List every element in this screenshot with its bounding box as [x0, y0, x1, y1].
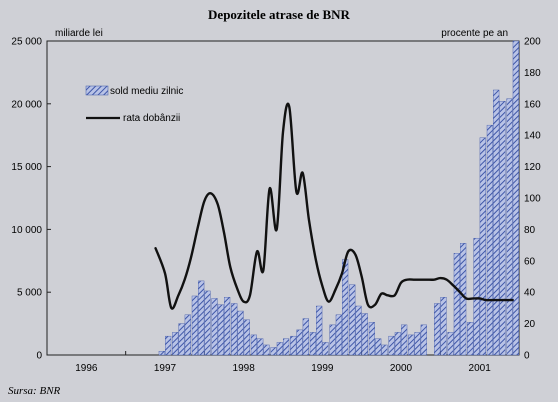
- legend-swatch-bar: [85, 85, 109, 96]
- bar: [342, 259, 349, 356]
- bar: [355, 305, 362, 356]
- bar: [302, 318, 309, 356]
- y-right-tick-label: 160: [524, 99, 541, 110]
- y-right-tick-label: 80: [524, 225, 536, 236]
- x-axis-ticks: 1996 1997 1998 1999 2000 2001: [75, 351, 491, 374]
- bar: [316, 305, 323, 356]
- line-series: [154, 102, 514, 310]
- bar: [165, 335, 172, 356]
- bar: [329, 324, 336, 356]
- bar: [263, 344, 270, 356]
- bar: [349, 284, 356, 356]
- bar: [224, 297, 231, 356]
- bar: [191, 295, 198, 356]
- y-right-tick-label: 60: [524, 256, 536, 267]
- x-tick-label: 2001: [469, 363, 492, 374]
- bar: [198, 280, 205, 356]
- y-right-tick-label: 20: [524, 319, 536, 330]
- bar: [368, 322, 375, 356]
- bar: [434, 303, 441, 356]
- bar: [467, 322, 474, 356]
- y-left-tick-label: 20 000: [11, 99, 42, 110]
- x-tick-label: 1999: [311, 363, 334, 374]
- y-right-tick-label: 180: [524, 68, 541, 79]
- y-right-tick-label: 0: [524, 351, 530, 362]
- bar: [486, 124, 493, 356]
- y-right-tick-label: 100: [524, 194, 541, 205]
- y-left-tick-label: 0: [36, 351, 42, 362]
- y-right-tick-label: 140: [524, 131, 541, 142]
- bar: [184, 314, 191, 356]
- bar: [473, 237, 480, 356]
- bar: [506, 98, 513, 356]
- bar-series: [158, 40, 519, 356]
- bar: [493, 89, 500, 356]
- bar: [283, 338, 290, 356]
- bar: [270, 347, 277, 356]
- y-left-tick-label: 5 000: [17, 288, 42, 299]
- bar: [211, 298, 218, 356]
- bar: [408, 334, 415, 356]
- legend-label-line: rata dobânzii: [123, 113, 180, 124]
- bar: [361, 313, 368, 356]
- y-left-tick-label: 25 000: [11, 37, 42, 48]
- bar: [231, 303, 238, 356]
- bar: [453, 253, 460, 356]
- y-axis-left-ticks: 0 5 000 10 000 15 000 20 000 25 000: [11, 37, 51, 362]
- y-axis-right-ticks: 0 20 40 60 80 100 120 140 160 180 200: [515, 37, 541, 362]
- y-left-tick-label: 10 000: [11, 225, 42, 236]
- y-right-tick-label: 120: [524, 162, 541, 173]
- bar: [440, 297, 447, 356]
- bar: [290, 335, 297, 356]
- bar: [296, 329, 303, 356]
- y-right-tick-label: 200: [524, 37, 541, 48]
- bar: [204, 290, 211, 356]
- legend-label-bar: sold mediu zilnic: [110, 86, 183, 97]
- bar: [322, 342, 329, 356]
- legend: sold mediu zilnic rata dobânzii: [85, 85, 183, 124]
- bar: [394, 332, 401, 356]
- bar: [375, 338, 382, 356]
- series-line: [154, 102, 514, 310]
- y-axis-right-label: procente pe an: [441, 28, 508, 39]
- bar: [250, 334, 257, 356]
- x-tick-label: 1998: [233, 363, 256, 374]
- bar: [237, 310, 244, 356]
- x-tick-label: 2000: [390, 363, 413, 374]
- bar: [158, 351, 165, 356]
- bar: [381, 344, 388, 356]
- chart-title: Depozitele atrase de BNR: [208, 7, 350, 22]
- bar: [401, 324, 408, 356]
- bar: [420, 324, 427, 356]
- x-tick-label: 1997: [154, 363, 177, 374]
- bar: [335, 314, 342, 356]
- bar: [499, 101, 506, 356]
- bar: [512, 40, 519, 356]
- y-axis-left-label: miliarde lei: [55, 28, 103, 39]
- source-note: Sursa: BNR: [8, 385, 61, 397]
- bar: [479, 137, 486, 356]
- bar: [388, 335, 395, 356]
- x-tick-label: 1996: [75, 363, 98, 374]
- bar: [276, 342, 283, 356]
- y-right-tick-label: 40: [524, 288, 536, 299]
- y-left-tick-label: 15 000: [11, 162, 42, 173]
- bar: [178, 323, 185, 356]
- bar: [172, 332, 179, 356]
- bar: [257, 338, 264, 356]
- bar: [447, 332, 454, 356]
- bar: [243, 319, 250, 356]
- bar: [414, 332, 421, 356]
- bar: [309, 332, 316, 356]
- bar: [217, 304, 224, 356]
